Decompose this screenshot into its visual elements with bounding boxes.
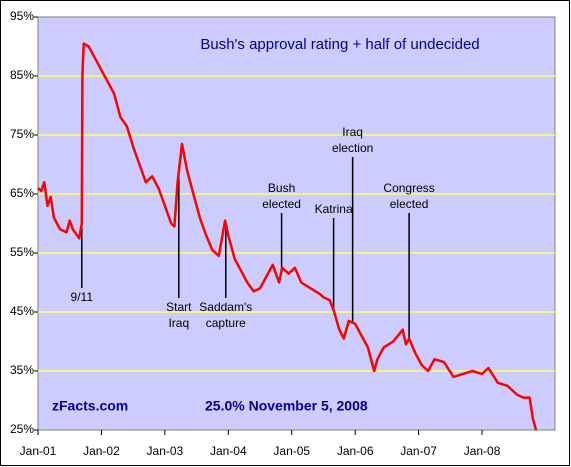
annotation-text: elected <box>390 197 429 211</box>
x-tick-label: Jan-08 <box>464 444 501 458</box>
y-tick-label: 25% <box>10 422 34 436</box>
x-tick-label: Jan-06 <box>337 444 374 458</box>
chart-title: Bush's approval rating + half of undecid… <box>200 36 479 53</box>
annotation-text: Saddam's <box>199 300 252 314</box>
annotation-text: Start <box>166 300 192 314</box>
annotation-text: election <box>332 141 373 155</box>
y-tick-label: 45% <box>10 304 34 318</box>
x-tick-label: Jan-04 <box>210 444 247 458</box>
x-tick-label: Jan-03 <box>147 444 184 458</box>
y-tick-label: 35% <box>10 363 34 377</box>
source: zFacts.com <box>52 398 128 414</box>
y-tick-label: 85% <box>10 68 34 82</box>
annotation-text: Iraq <box>168 316 189 330</box>
annotation-text: Congress <box>383 181 434 195</box>
x-tick-label: Jan-01 <box>20 444 57 458</box>
plot-area <box>37 16 556 431</box>
annotation-text: elected <box>262 197 301 211</box>
x-tick-label: Jan-07 <box>400 444 437 458</box>
data-line <box>37 42 538 431</box>
y-tick-label: 75% <box>10 127 34 141</box>
note: 25.0% November 5, 2008 <box>205 398 368 414</box>
x-tick-label: Jan-05 <box>273 444 310 458</box>
annotation-text: Katrina <box>315 202 353 216</box>
annotation-text: capture <box>206 316 246 330</box>
y-tick-label: 55% <box>10 245 34 259</box>
x-tick-label: Jan-02 <box>83 444 120 458</box>
y-tick-label: 95% <box>10 9 34 23</box>
y-tick-label: 65% <box>10 186 34 200</box>
annotation-text: 9/11 <box>71 290 94 304</box>
annotation-text: Iraq <box>342 125 363 139</box>
annotation-text: Bush <box>268 181 295 195</box>
